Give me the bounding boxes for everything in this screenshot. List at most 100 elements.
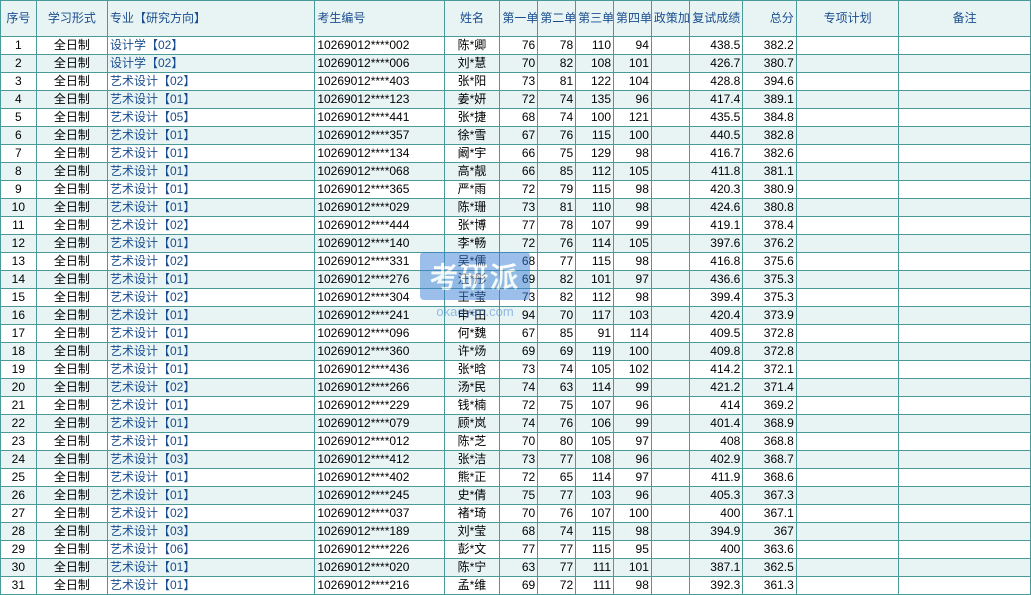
cell: 438.5 (689, 37, 743, 55)
cell: 371.4 (743, 379, 797, 397)
cell: 392.3 (689, 577, 743, 595)
cell: 汤*民 (444, 379, 500, 397)
table-row: 27全日制艺术设计【02】10269012****037褚*琦707610710… (1, 505, 1031, 523)
cell: 98 (614, 577, 652, 595)
cell: 30 (1, 559, 37, 577)
cell: 69 (500, 343, 538, 361)
cell: 10269012****012 (315, 433, 444, 451)
cell: 艺术设计【01】 (107, 415, 314, 433)
cell: 367.3 (743, 487, 797, 505)
cell: 全日制 (36, 55, 107, 73)
cell (899, 109, 1031, 127)
cell: 115 (576, 523, 614, 541)
cell (651, 523, 689, 541)
cell: 112 (576, 289, 614, 307)
cell: 5 (1, 109, 37, 127)
cell: 10269012****444 (315, 217, 444, 235)
cell: 100 (576, 109, 614, 127)
cell: 全日制 (36, 487, 107, 505)
cell (651, 307, 689, 325)
cell: 80 (538, 433, 576, 451)
cell: 10269012****037 (315, 505, 444, 523)
cell: 全日制 (36, 469, 107, 487)
cell (796, 91, 899, 109)
cell: 陈*宁 (444, 559, 500, 577)
cell: 何*魏 (444, 325, 500, 343)
cell: 114 (576, 469, 614, 487)
cell: 10269012****412 (315, 451, 444, 469)
cell: 440.5 (689, 127, 743, 145)
cell: 101 (614, 559, 652, 577)
cell: 94 (500, 307, 538, 325)
cell (796, 217, 899, 235)
cell (651, 379, 689, 397)
cell: 全日制 (36, 73, 107, 91)
cell: 艺术设计【01】 (107, 577, 314, 595)
table-row: 29全日制艺术设计【06】10269012****226彭*文777711595… (1, 541, 1031, 559)
cell: 全日制 (36, 217, 107, 235)
cell: 98 (614, 523, 652, 541)
cell: 375.3 (743, 289, 797, 307)
cell: 25 (1, 469, 37, 487)
cell: 10269012****266 (315, 379, 444, 397)
cell: 107 (576, 397, 614, 415)
cell: 380.7 (743, 55, 797, 73)
cell: 艺术设计【02】 (107, 73, 314, 91)
cell: 114 (576, 379, 614, 397)
cell (651, 505, 689, 523)
cell: 10269012****134 (315, 145, 444, 163)
cell (796, 181, 899, 199)
cell: 382.6 (743, 145, 797, 163)
table-row: 26全日制艺术设计【01】10269012****245史*倩757710396… (1, 487, 1031, 505)
cell: 27 (1, 505, 37, 523)
cell: 63 (538, 379, 576, 397)
table-row: 9全日制艺术设计【01】10269012****365严*雨7279115984… (1, 181, 1031, 199)
cell (899, 307, 1031, 325)
cell: 全日制 (36, 127, 107, 145)
cell (651, 325, 689, 343)
cell: 10269012****029 (315, 199, 444, 217)
cell: 372.8 (743, 343, 797, 361)
cell: 10269012****096 (315, 325, 444, 343)
table-row: 4全日制艺术设计【01】10269012****123姜*妍7274135964… (1, 91, 1031, 109)
cell (796, 361, 899, 379)
cell (651, 271, 689, 289)
cell: 顾*岚 (444, 415, 500, 433)
cell: 363.6 (743, 541, 797, 559)
cell (651, 127, 689, 145)
cell: 67 (500, 127, 538, 145)
table-row: 18全日制艺术设计【01】10269012****360许*炀696911910… (1, 343, 1031, 361)
cell: 全日制 (36, 379, 107, 397)
cell: 103 (614, 307, 652, 325)
cell: 375.3 (743, 271, 797, 289)
cell: 435.5 (689, 109, 743, 127)
cell: 74 (500, 415, 538, 433)
cell: 382.2 (743, 37, 797, 55)
cell: 艺术设计【01】 (107, 397, 314, 415)
cell (796, 433, 899, 451)
cell: 82 (538, 55, 576, 73)
cell: 82 (538, 289, 576, 307)
cell: 63 (500, 559, 538, 577)
cell: 67 (500, 325, 538, 343)
cell (651, 469, 689, 487)
col-header-3: 考生编号 (315, 1, 444, 37)
col-header-9: 政策加分 (651, 1, 689, 37)
cell (899, 181, 1031, 199)
cell (899, 163, 1031, 181)
cell: 394.9 (689, 523, 743, 541)
cell: 100 (614, 343, 652, 361)
cell: 3 (1, 73, 37, 91)
cell (796, 271, 899, 289)
cell: 72 (500, 469, 538, 487)
cell: 421.2 (689, 379, 743, 397)
cell: 10269012****241 (315, 307, 444, 325)
cell (796, 505, 899, 523)
cell: 104 (614, 73, 652, 91)
cell: 张*晗 (444, 361, 500, 379)
cell: 91 (576, 325, 614, 343)
cell: 381.1 (743, 163, 797, 181)
cell: 105 (614, 163, 652, 181)
cell (899, 487, 1031, 505)
cell: 10269012****020 (315, 559, 444, 577)
